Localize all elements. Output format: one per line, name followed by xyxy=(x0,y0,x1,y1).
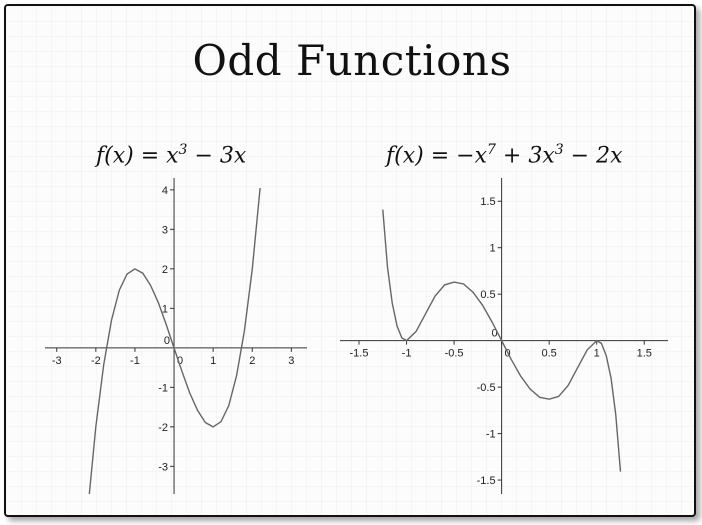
x-tick-label: -3 xyxy=(52,355,62,367)
y-tick-label: 0 xyxy=(164,335,170,347)
formula-right-rest: − 2x xyxy=(563,143,623,169)
formula-left-rest: − 3x xyxy=(187,143,247,169)
chart-1: -3 -2 -1 0 1 2 3 -3 -2 -1 0 1 2 3 4 xyxy=(45,178,307,494)
y-tick-label: -3 xyxy=(158,461,168,473)
y-tick-label: 1.5 xyxy=(480,196,495,208)
formula-right-exponent-1: 7 xyxy=(486,142,496,158)
y-tick-label: 3 xyxy=(162,224,168,236)
formula-right: f(x) = −x7 + 3x3 − 2x xyxy=(386,142,622,168)
formula-right-exponent-2: 3 xyxy=(554,142,564,158)
y-tick-label: -2 xyxy=(158,422,168,434)
chart-2: -1.5 -1 -0.5 0 0.5 1 1.5-1.5-1-0.500.511.5 xyxy=(340,178,668,494)
y-tick-label: 2 xyxy=(162,264,168,276)
formula-left-base: f(x) = x xyxy=(96,143,179,169)
slide-background-grid xyxy=(6,6,694,515)
x-tick-label: -1 xyxy=(130,355,140,367)
y-tick-label: 0.5 xyxy=(480,289,495,301)
y-tick-label: -1 xyxy=(158,382,168,394)
y-tick-label: 0 xyxy=(491,328,497,340)
slide: Odd Functions f(x) = x3 − 3x f(x) = −x7 … xyxy=(4,4,696,517)
x-tick-label: 0.5 xyxy=(542,348,557,360)
formula-left-exponent: 3 xyxy=(178,142,188,158)
x-tick-label: 1 xyxy=(594,348,600,360)
x-tick-label: 2 xyxy=(249,355,255,367)
series-line xyxy=(88,187,261,494)
x-tick-label: -0.5 xyxy=(445,348,464,360)
y-tick-label: 4 xyxy=(162,185,168,197)
y-tick-label: 1 xyxy=(162,303,168,315)
x-tick-label: 1.5 xyxy=(637,348,652,360)
x-tick-label: -1.5 xyxy=(350,348,369,360)
y-tick-label: -1 xyxy=(486,429,496,441)
x-tick-label: 0 xyxy=(177,355,183,367)
slide-title: Odd Functions xyxy=(192,36,512,85)
series-line xyxy=(382,209,622,472)
x-tick-label: -1 xyxy=(402,348,412,360)
y-tick-label: -1.5 xyxy=(477,475,496,487)
x-tick-label: 1 xyxy=(210,355,216,367)
x-tick-label: 3 xyxy=(288,355,294,367)
x-tick-label: -2 xyxy=(91,355,101,367)
formula-right-base: f(x) = −x xyxy=(386,143,487,169)
formula-right-mid: + 3x xyxy=(495,143,555,169)
y-tick-label: -0.5 xyxy=(477,382,496,394)
y-tick-label: 1 xyxy=(489,243,495,255)
formula-left: f(x) = x3 − 3x xyxy=(96,142,246,168)
